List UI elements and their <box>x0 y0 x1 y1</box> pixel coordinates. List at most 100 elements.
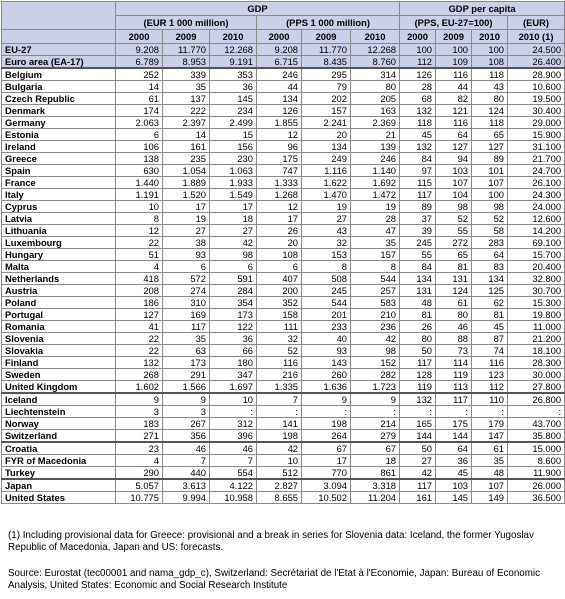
value-cell: 249 <box>301 152 351 165</box>
value-cell: 145 <box>435 491 473 504</box>
value-cell: 134 <box>471 272 509 285</box>
value-cell: 46 <box>209 441 257 455</box>
value-cell: 65 <box>471 128 509 141</box>
value-cell: 111 <box>256 320 302 333</box>
value-cell: 163 <box>349 104 401 117</box>
table-row: Ireland 106 161 156 96 134 139 132 127 127 31.100 <box>1 140 565 153</box>
value-cell: 279 <box>349 429 401 443</box>
value-cell: 83 <box>471 260 509 273</box>
eur-header: (EUR 1 000 million) <box>115 15 257 30</box>
country-name: Japan <box>1 478 116 492</box>
value-cell: 116 <box>435 116 473 129</box>
country-name: Italy <box>1 188 116 201</box>
value-cell: 55 <box>435 224 473 237</box>
country-name: Norway <box>1 417 116 430</box>
value-cell: 32 <box>256 332 302 345</box>
value-cell: 65 <box>435 248 473 261</box>
value-cell: : <box>209 405 257 418</box>
value-cell: 157 <box>301 104 351 117</box>
value-cell: 58 <box>471 224 509 237</box>
value-cell: 28.300 <box>507 356 565 369</box>
value-cell: 79 <box>301 80 351 93</box>
value-cell: 40 <box>301 332 351 345</box>
value-cell: 52 <box>256 344 302 357</box>
value-cell: 12 <box>115 224 163 237</box>
value-cell: 61 <box>115 92 163 105</box>
value-cell: 407 <box>256 272 302 285</box>
corner-cell <box>1 1 116 30</box>
value-cell: 18 <box>209 212 257 225</box>
country-name: Lithuania <box>1 224 116 237</box>
value-cell: 42 <box>209 236 257 249</box>
value-cell: 27.800 <box>507 380 565 394</box>
country-name: France <box>1 176 116 189</box>
country-name: Romania <box>1 320 116 333</box>
year-header: 2000 <box>256 29 302 44</box>
value-cell: 169 <box>162 308 210 321</box>
value-cell: 157 <box>349 248 401 261</box>
value-cell: 118 <box>399 116 437 129</box>
table-row: Spain 630 1.054 1.063 747 1.116 1.140 97 103 101 2… <box>1 164 565 177</box>
value-cell: 8 <box>115 212 163 225</box>
value-cell: 284 <box>209 284 257 297</box>
value-cell: 15.300 <box>507 296 565 309</box>
table-row: Luxembourg 22 38 42 20 32 35 245 272 283 69.100 <box>1 236 565 249</box>
value-cell: 38 <box>162 236 210 249</box>
value-cell: 10.600 <box>507 80 565 93</box>
value-cell: 66 <box>209 344 257 357</box>
value-cell: 2.063 <box>115 116 163 129</box>
value-cell: 1.692 <box>349 176 401 189</box>
table-row: Norway 183 267 312 141 198 214 165 175 179 43.700 <box>1 417 565 430</box>
value-cell: 117 <box>399 478 437 492</box>
value-cell: 131 <box>435 272 473 285</box>
value-cell: 100 <box>435 43 473 56</box>
value-cell: 26 <box>256 224 302 237</box>
value-cell: 126 <box>256 104 302 117</box>
value-cell: 544 <box>349 272 401 285</box>
value-cell: 747 <box>256 164 302 177</box>
value-cell: 10 <box>256 454 302 467</box>
value-cell: 98 <box>349 344 401 357</box>
value-cell: 125 <box>471 284 509 297</box>
country-name: Hungary <box>1 248 116 261</box>
value-cell: 96 <box>256 140 302 153</box>
value-cell: 352 <box>256 296 302 309</box>
value-cell: 61 <box>435 296 473 309</box>
value-cell: 10 <box>115 200 163 213</box>
value-cell: 117 <box>162 320 210 333</box>
value-cell: 101 <box>471 164 509 177</box>
value-cell: 508 <box>301 272 351 285</box>
country-name: Greece <box>1 152 116 165</box>
value-cell: 42 <box>256 441 302 455</box>
table-row: Cyprus 10 17 17 12 19 19 89 98 98 24.000 <box>1 200 565 213</box>
value-cell: 144 <box>435 429 473 443</box>
country-name: Iceland <box>1 392 116 406</box>
value-cell: : <box>435 405 473 418</box>
value-cell: 63 <box>162 344 210 357</box>
value-cell: 175 <box>256 152 302 165</box>
table-row: Portugal 127 169 173 158 201 210 81 80 81 19.800 <box>1 308 565 321</box>
value-cell: 82 <box>435 92 473 105</box>
value-cell: 149 <box>471 491 509 504</box>
value-cell: 180 <box>209 356 257 369</box>
value-cell: 31.100 <box>507 140 565 153</box>
value-cell: 6 <box>115 128 163 141</box>
value-cell: 9 <box>162 392 210 406</box>
value-cell: 18.100 <box>507 344 565 357</box>
value-cell: 29.000 <box>507 116 565 129</box>
value-cell: : <box>507 405 565 418</box>
value-cell: 35.800 <box>507 429 565 443</box>
value-cell: 19 <box>301 200 351 213</box>
value-cell: 267 <box>162 417 210 430</box>
value-cell: 36 <box>209 80 257 93</box>
value-cell: 104 <box>435 188 473 201</box>
value-cell: 45 <box>435 466 473 480</box>
value-cell: 116 <box>471 356 509 369</box>
value-cell: 1.697 <box>209 380 257 394</box>
country-name: Cyprus <box>1 200 116 213</box>
value-cell: 11.770 <box>301 43 351 56</box>
value-cell: 26 <box>399 320 437 333</box>
value-cell: 1.636 <box>301 380 351 394</box>
value-cell: 39 <box>399 224 437 237</box>
value-cell: 98 <box>209 248 257 261</box>
